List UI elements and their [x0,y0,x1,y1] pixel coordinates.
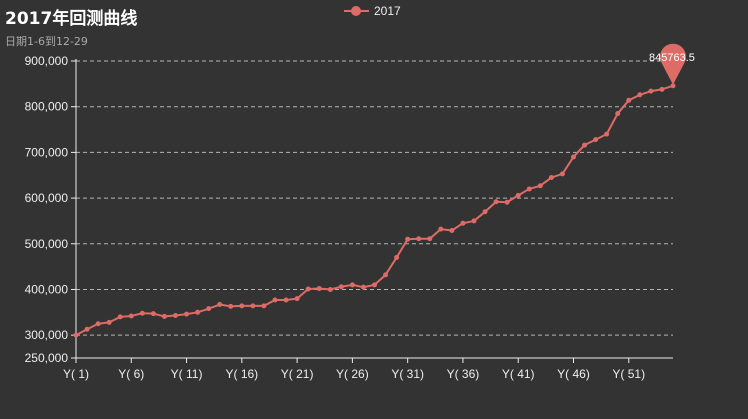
grid-lines [76,60,673,336]
legend-line-dot-icon [344,4,369,18]
y-tick-label: 300,000 [25,328,69,342]
series-line [75,84,674,337]
data-point [515,192,521,198]
data-point [349,282,355,288]
x-tick-label: Y( 36) [447,367,480,381]
data-point [427,236,433,242]
data-point [195,309,201,315]
x-tick-label: Y( 21) [281,367,314,381]
data-point [659,86,665,92]
data-point [571,154,576,160]
legend-item-2017[interactable]: 2017 [344,3,401,19]
data-point [184,311,190,317]
data-point [637,92,643,98]
data-point [338,284,344,290]
data-point [626,97,632,103]
data-point [394,254,400,260]
data-point [360,284,366,290]
legend-label: 2017 [374,4,401,18]
data-point [161,313,167,319]
axes: 250,000 300,000 400,000 500,000 600,000 700,0… [25,54,673,381]
data-point [482,209,488,215]
y-tick-label: 500,000 [25,237,69,251]
data-point [117,314,123,320]
data-point [239,303,245,309]
max-marker: 845763.5 [649,43,695,85]
series-2017 [73,83,676,338]
x-tick-label: Y( 26) [336,367,369,381]
data-point [504,199,510,205]
data-point [173,313,178,319]
y-tick-label: 700,000 [25,145,69,159]
data-point [316,286,322,292]
data-point [593,137,599,143]
data-point [73,332,79,338]
data-point [548,175,554,181]
data-point [294,296,300,302]
y-tick-label: 250,000 [25,351,69,365]
data-point [139,310,145,316]
data-point [106,319,112,325]
data-point [615,111,621,117]
data-point [604,131,610,137]
data-point [217,302,223,308]
x-tick-label: Y( 16) [225,367,258,381]
data-point [206,306,212,312]
data-point [372,282,377,288]
y-tick-label: 900,000 [25,54,69,68]
data-point [272,297,278,303]
data-point [559,171,565,177]
y-tick-label: 400,000 [25,282,69,296]
x-tick-label: Y( 46) [557,367,590,381]
data-point [383,272,389,278]
x-tick-label: Y( 41) [502,367,535,381]
data-point [327,286,333,292]
chart-subtitle: 日期1-6到12-29 [5,35,88,48]
data-point [471,218,477,224]
data-point [95,321,101,327]
data-point [305,286,311,292]
max-pin [660,43,687,85]
data-point [460,220,466,226]
y-tick-label: 600,000 [25,191,69,205]
data-point [438,226,444,232]
data-point [493,199,499,205]
data-point [582,142,588,148]
x-tick-label: Y( 6) [118,367,144,381]
data-point [150,311,156,317]
data-point [128,313,134,319]
x-tick-label: Y( 31) [391,367,424,381]
x-tick-label: Y( 1) [63,367,89,381]
x-tick-label: Y( 11) [171,367,203,381]
data-point [84,326,90,332]
data-point [405,236,411,242]
data-point [537,183,543,189]
data-point [526,186,532,192]
data-point [283,297,289,303]
data-point [250,303,256,309]
x-tick-label: Y( 51) [612,367,645,381]
max-label: 845763.5 [649,52,695,64]
data-point [261,303,267,309]
y-tick-label: 800,000 [25,100,69,114]
chart-title: 2017年回测曲线 [5,9,138,29]
data-point [228,303,234,309]
data-point [416,236,422,242]
data-point [648,88,654,94]
data-point [449,228,455,234]
